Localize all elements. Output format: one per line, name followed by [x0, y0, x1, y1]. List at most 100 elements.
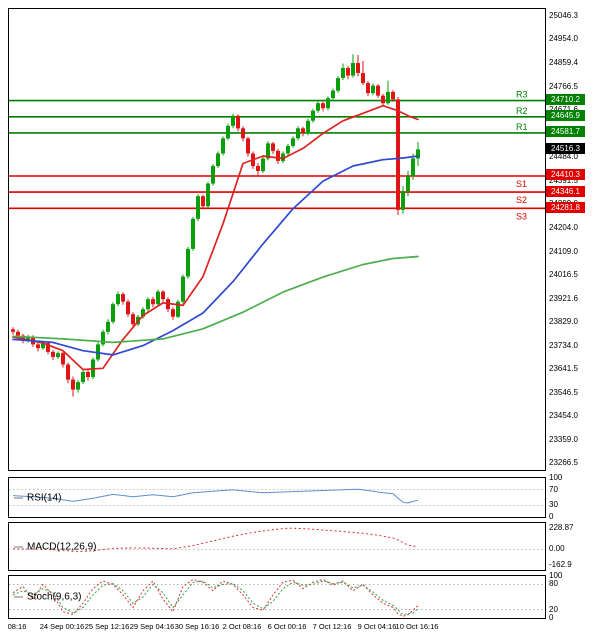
stoch-k-line [12, 578, 419, 617]
pivot-name-r3: R3 [516, 90, 528, 100]
price-badge-r1: 24581.7 [546, 126, 585, 137]
candle [81, 372, 85, 382]
candle [401, 191, 405, 210]
x-axis-label: 7 Oct 12:16 [312, 622, 352, 631]
candle [391, 91, 395, 100]
stoch-label-group: Stoch(9,6,3) [14, 592, 81, 603]
candle [246, 138, 250, 154]
y-axis-tick: 23829.0 [549, 317, 578, 326]
candle [226, 125, 230, 139]
pivot-name-s3: S3 [516, 211, 527, 221]
candle [346, 68, 350, 76]
price-badge-s2: 24346.1 [546, 186, 585, 197]
indicator-axis-tick: 100 [549, 571, 563, 580]
pivot-name-s2: S2 [516, 195, 527, 205]
rsi-label-group: RSI(14) [14, 492, 61, 503]
candle [131, 314, 135, 325]
y-axis-tick: 24859.4 [549, 58, 578, 67]
candle [361, 73, 365, 84]
x-axis-label: 10 Oct 16:16 [395, 622, 439, 631]
candle [41, 343, 45, 349]
macd-panel: MACD(12,26,9) [8, 522, 546, 571]
y-axis-tick: 23921.6 [549, 294, 578, 303]
macd-label-group: MACD(12,26,9) [14, 541, 96, 552]
indicator-axis-tick: -162.9 [549, 560, 572, 569]
y-axis-tick: 25046.3 [549, 11, 578, 20]
candle [306, 120, 310, 134]
candle [201, 196, 205, 207]
macd-line [12, 527, 419, 553]
indicator-axis-tick: 70 [549, 485, 558, 494]
candle [196, 196, 200, 219]
candle [191, 218, 195, 249]
candle [151, 299, 155, 305]
candle [176, 301, 180, 317]
candle [366, 83, 370, 94]
stoch-canvas[interactable] [9, 576, 545, 618]
candle [376, 85, 380, 96]
ma-mid-line [12, 155, 419, 356]
candle [171, 309, 175, 317]
y-axis-tick: 24671.6 [549, 105, 578, 114]
candle [206, 183, 210, 207]
y-axis-tick: 23359.0 [549, 435, 578, 444]
current-price-badge: 24516.3 [546, 143, 585, 154]
candle [61, 353, 65, 365]
price-badge-s1: 24410.3 [546, 169, 585, 180]
candle [371, 85, 375, 94]
candle [186, 248, 190, 277]
price-chart-canvas[interactable]: R3 R2 R1 S1 S2 S3 [9, 9, 545, 470]
y-axis-tick: 24954.0 [549, 34, 578, 43]
pivot-name-r1: R1 [516, 122, 528, 132]
candle [236, 115, 240, 129]
indicator-axis-tick: 20 [549, 605, 558, 614]
y-axis-tick: 23546.5 [549, 388, 578, 397]
indicator-name: Stoch(9,6,3) [27, 591, 82, 603]
candle [241, 128, 245, 139]
candle [396, 99, 400, 210]
x-axis-label: 30 Sep 16:16 [174, 622, 220, 631]
candle [406, 176, 410, 192]
candle [316, 103, 320, 111]
x-axis-label: 08:16 [7, 622, 27, 631]
candle [141, 309, 145, 317]
y-axis-tick: 24576.6 [549, 129, 578, 138]
price-badge-r2: 24645.9 [546, 110, 585, 121]
x-axis-label: 29 Sep 04:16 [129, 622, 175, 631]
candle [76, 382, 80, 390]
candle [106, 321, 110, 332]
candle [216, 153, 220, 167]
x-axis-label: 2 Oct 08:16 [222, 622, 262, 631]
candle [46, 343, 50, 352]
x-axis-label: 24 Sep 00:16 [39, 622, 85, 631]
candle [386, 91, 390, 104]
indicator-name: RSI(14) [27, 492, 62, 503]
candle [181, 276, 185, 302]
indicator-axis-tick: 0 [549, 613, 554, 622]
y-axis-tick: 23734.0 [549, 341, 578, 350]
candle [326, 98, 330, 109]
macd-canvas[interactable] [9, 523, 545, 570]
price-panel: R3 R2 R1 S1 S2 S3 [8, 8, 546, 471]
candle [291, 138, 295, 146]
candle [276, 150, 280, 161]
candle [36, 344, 40, 349]
candle [301, 128, 305, 134]
y-axis-tick: 23641.5 [549, 364, 578, 373]
candle [356, 63, 360, 73]
rsi-panel: RSI(14) [8, 477, 546, 518]
line-sample-icon [14, 596, 23, 598]
pivot-name-s1: S1 [516, 179, 527, 189]
candle [311, 110, 315, 121]
candle [71, 379, 75, 390]
rsi-canvas[interactable] [9, 478, 545, 517]
rsi-line [12, 488, 419, 504]
time-axis: 08:16 24 Sep 00:16 25 Sep 12:16 29 Sep 04:1… [8, 622, 578, 634]
x-axis-label: 9 Oct 04:16 [357, 622, 397, 631]
candle [121, 294, 125, 302]
candle [381, 95, 385, 104]
candle [86, 372, 90, 377]
candle [416, 149, 420, 159]
y-axis-tick: 23266.5 [549, 458, 578, 467]
